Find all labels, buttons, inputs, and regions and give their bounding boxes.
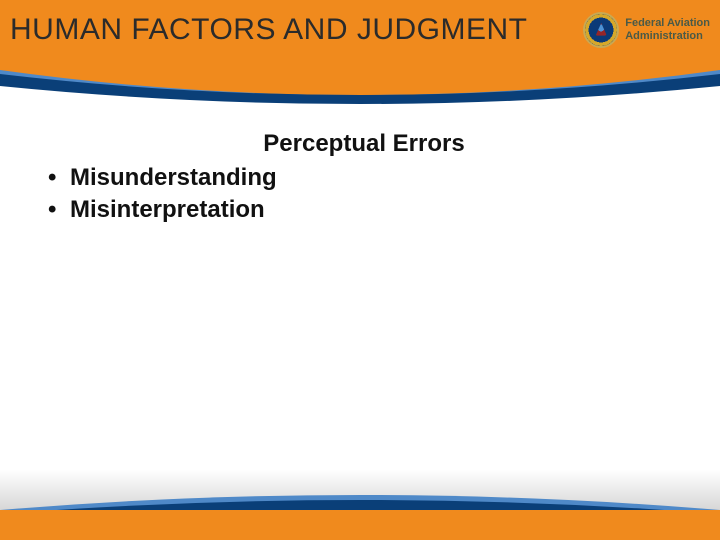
faa-logo-text: Federal Aviation Administration: [625, 17, 710, 42]
curve-icon: [0, 60, 720, 104]
page-title: HUMAN FACTORS AND JUDGMENT: [10, 13, 527, 47]
org-line-2: Administration: [625, 30, 710, 43]
footer-band: [0, 470, 720, 540]
content-area: Perceptual Errors Misunderstanding Misin…: [48, 130, 680, 227]
faa-seal-icon: [583, 12, 619, 48]
footer-orange-bar: [0, 510, 720, 540]
faa-logo-block: Federal Aviation Administration: [583, 12, 710, 48]
subtitle: Perceptual Errors: [48, 130, 680, 158]
header-curve-band: [0, 60, 720, 104]
slide: HUMAN FACTORS AND JUDGMENT Federal Aviat…: [0, 0, 720, 540]
list-item: Misunderstanding: [48, 162, 680, 194]
list-item: Misinterpretation: [48, 194, 680, 226]
bullet-list: Misunderstanding Misinterpretation: [48, 162, 680, 227]
org-line-1: Federal Aviation: [625, 17, 710, 30]
